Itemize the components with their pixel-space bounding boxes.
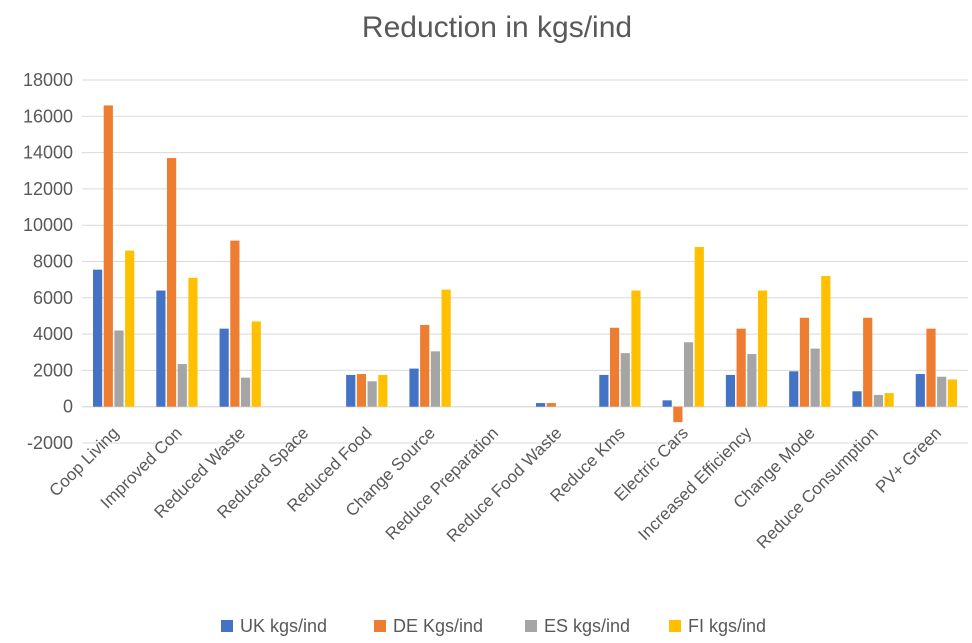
bar bbox=[884, 393, 894, 407]
bar bbox=[356, 374, 367, 407]
bars bbox=[92, 105, 958, 423]
legend-label: ES kgs/ind bbox=[544, 616, 630, 636]
bar bbox=[378, 374, 388, 407]
bar bbox=[92, 269, 103, 407]
bar bbox=[125, 250, 135, 407]
bar bbox=[620, 353, 630, 407]
legend-swatch bbox=[669, 620, 681, 632]
bar bbox=[799, 317, 810, 407]
bar bbox=[546, 403, 556, 407]
bar bbox=[430, 351, 441, 407]
bar bbox=[683, 342, 694, 407]
legend-swatch bbox=[374, 620, 386, 632]
bar bbox=[599, 374, 609, 407]
x-tick-label: Reduce Preparation bbox=[382, 423, 502, 543]
x-tick-label: Increased Efficiency bbox=[635, 423, 756, 544]
bar bbox=[747, 354, 757, 407]
y-axis-tick-labels: 18000 16000 14000 12000 10000 8000 6000 4000 200… bbox=[23, 70, 73, 453]
x-tick-label: Reduce Food Waste bbox=[443, 423, 566, 546]
bar bbox=[346, 374, 356, 407]
bar bbox=[863, 317, 873, 407]
y-tick-label: -2000 bbox=[27, 433, 73, 453]
bar bbox=[937, 376, 947, 407]
bar bbox=[420, 325, 430, 407]
y-tick-label: 10000 bbox=[23, 215, 73, 235]
bar bbox=[725, 374, 736, 407]
bar bbox=[789, 371, 799, 407]
bar bbox=[609, 327, 620, 407]
bar bbox=[631, 290, 641, 407]
y-tick-label: 0 bbox=[63, 397, 73, 417]
bar bbox=[156, 290, 166, 407]
bar bbox=[915, 374, 925, 407]
gridlines bbox=[82, 79, 968, 444]
legend-swatch bbox=[525, 620, 537, 632]
bar bbox=[441, 289, 451, 407]
bar bbox=[673, 406, 683, 423]
bar bbox=[757, 290, 768, 407]
bar bbox=[852, 391, 862, 407]
y-tick-label: 16000 bbox=[23, 106, 73, 126]
bar bbox=[166, 158, 177, 407]
bar bbox=[947, 379, 958, 407]
chart-title: Reduction in kgs/ind bbox=[362, 11, 632, 44]
bar bbox=[662, 400, 672, 407]
legend-label: UK kgs/ind bbox=[240, 616, 327, 636]
y-tick-label: 18000 bbox=[23, 70, 73, 90]
bar bbox=[219, 328, 229, 407]
bar bbox=[367, 381, 377, 407]
bar bbox=[873, 394, 884, 407]
bar bbox=[188, 277, 198, 407]
y-tick-label: 2000 bbox=[33, 360, 73, 380]
legend-label: DE Kgs/ind bbox=[393, 616, 483, 636]
legend: UK kgs/ind DE Kgs/ind ES kgs/ind FI kgs/ind bbox=[221, 616, 766, 636]
bar bbox=[177, 364, 187, 407]
x-tick-label: PV+ Green bbox=[872, 423, 945, 496]
y-tick-label: 4000 bbox=[33, 324, 73, 344]
bar bbox=[810, 348, 820, 407]
y-tick-label: 12000 bbox=[23, 179, 73, 199]
bar bbox=[409, 368, 419, 407]
bar bbox=[251, 321, 261, 407]
y-tick-label: 8000 bbox=[33, 252, 73, 272]
legend-swatch bbox=[221, 620, 233, 632]
y-tick-label: 14000 bbox=[23, 143, 73, 163]
bar bbox=[114, 330, 124, 407]
bar bbox=[736, 328, 746, 407]
y-tick-label: 6000 bbox=[33, 288, 73, 308]
bar bbox=[926, 328, 936, 407]
legend-label: FI kgs/ind bbox=[688, 616, 766, 636]
bar bbox=[230, 240, 240, 407]
bar bbox=[535, 403, 546, 407]
bar bbox=[240, 377, 251, 407]
bar bbox=[103, 105, 113, 407]
bar bbox=[694, 246, 704, 407]
bar bbox=[821, 276, 831, 407]
